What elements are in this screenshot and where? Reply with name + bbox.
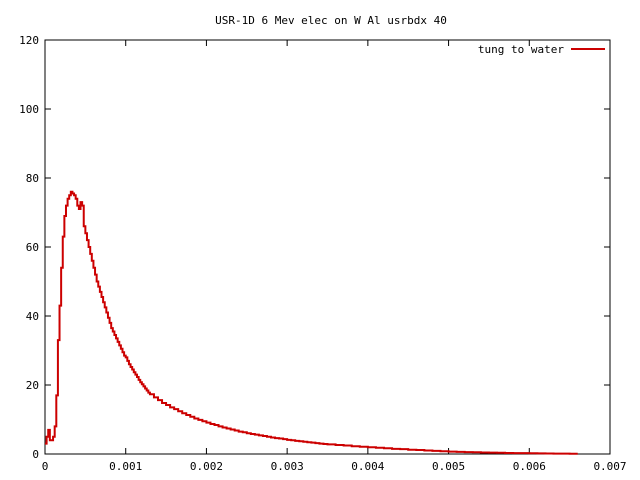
y-tick-label: 60 [26,241,39,254]
x-tick-label: 0.005 [432,460,465,473]
x-axis: 0 0.001 0.002 0.003 0.004 0.005 0.006 0.007 [42,40,627,473]
y-tick-label: 20 [26,379,39,392]
series-line [45,190,578,455]
series-layer [45,190,578,455]
y-tick-label: 120 [19,34,39,47]
y-tick-label: 100 [19,103,39,116]
y-tick-label: 0 [32,448,39,461]
x-tick-label: 0.001 [109,460,142,473]
legend: tung to water [478,43,605,56]
x-tick-label: 0.004 [351,460,384,473]
y-axis: 0 20 40 60 80 100 120 [19,34,610,461]
x-tick-label: 0.007 [593,460,626,473]
x-tick-label: 0.003 [271,460,304,473]
chart-title: USR-1D 6 Mev elec on W Al usrbdx 40 [215,14,447,27]
y-tick-label: 40 [26,310,39,323]
plot-frame [44,39,611,455]
x-tick-label: 0.006 [513,460,546,473]
legend-label: tung to water [478,43,564,56]
x-tick-label: 0 [42,460,49,473]
x-tick-label: 0.002 [190,460,223,473]
y-tick-label: 80 [26,172,39,185]
